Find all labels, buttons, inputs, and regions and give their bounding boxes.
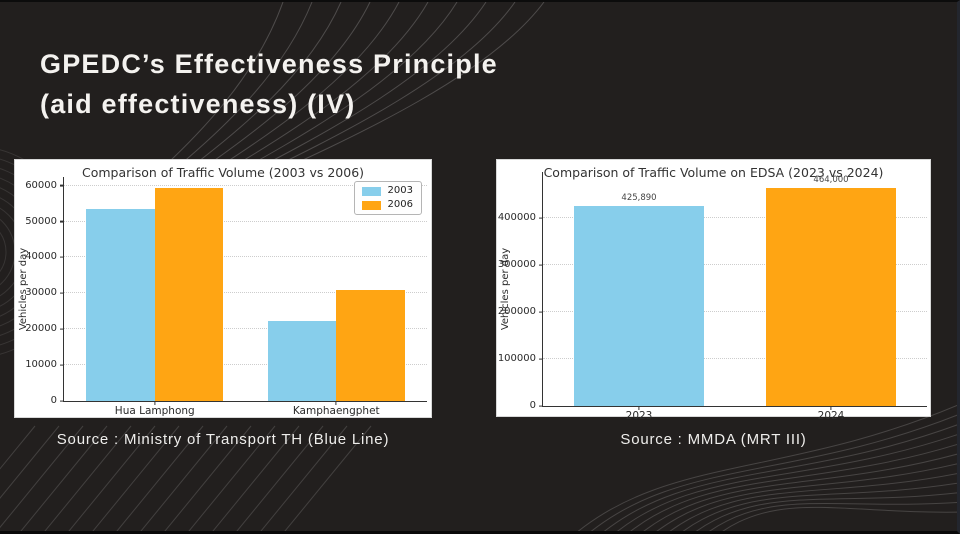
gridline — [64, 328, 427, 330]
x-tick-mark — [154, 401, 156, 405]
bar — [573, 205, 705, 406]
y-tick-label: 400000 — [497, 212, 536, 224]
y-tick-mark — [60, 256, 64, 259]
left-rings-decoration — [0, 218, 16, 286]
x-tick-label: Hua Lamphong — [114, 405, 195, 417]
y-tick-label: 60000 — [25, 179, 57, 191]
y-tick-label: 10000 — [25, 359, 57, 371]
bottom-right-wave-decoration — [696, 492, 957, 531]
y-tick-label: 200000 — [497, 306, 536, 318]
y-tick-label: 100000 — [497, 353, 536, 365]
gridline — [543, 311, 927, 313]
x-tick-label: 2023 — [625, 410, 653, 422]
y-tick-mark — [60, 400, 64, 402]
bottom-right-wave-decoration — [722, 506, 957, 531]
bottom-right-wave-decoration — [656, 463, 957, 531]
gridline — [543, 264, 927, 266]
x-tick-mark — [638, 406, 640, 410]
y-tick-label: 50000 — [25, 215, 57, 227]
legend-swatch — [361, 186, 381, 196]
y-tick-mark — [539, 311, 543, 313]
y-tick-mark — [539, 217, 543, 219]
chart-traffic-volume-edsa-2023-2024: Comparison of Traffic Volume on EDSA (20… — [496, 159, 931, 421]
slide-title-line1: GPEDC’s Effectiveness Principle — [40, 49, 498, 79]
y-tick-mark — [539, 405, 543, 407]
x-tick-label: Kamphaengphet — [292, 405, 380, 417]
chart-title: Comparison of Traffic Volume (2003 vs 20… — [81, 165, 365, 180]
y-tick-label: 0 — [529, 400, 536, 411]
y-tick-mark — [60, 364, 64, 366]
gridline — [543, 358, 927, 360]
bar — [336, 289, 405, 401]
legend-swatch — [361, 200, 381, 210]
y-tick-mark — [60, 220, 64, 223]
y-tick-label: 40000 — [25, 251, 57, 263]
y-tick-label: 0 — [50, 395, 57, 406]
y-tick-label: 20000 — [25, 323, 57, 335]
legend-label: 2006 — [387, 199, 413, 210]
source-left: Source : Ministry of Transport TH (Blue … — [56, 431, 390, 448]
bottom-right-wave-decoration — [630, 443, 957, 531]
slide-title-line2: (aid effectiveness) (IV) — [40, 89, 356, 119]
bottom-right-wave-decoration — [682, 482, 957, 531]
y-tick-mark — [60, 185, 64, 187]
bottom-right-wave-decoration — [577, 404, 957, 531]
gridline — [543, 217, 927, 219]
y-tick-mark — [539, 264, 543, 266]
slide-title: GPEDC’s Effectiveness Principle (aid eff… — [40, 44, 498, 124]
y-tick-mark — [60, 292, 64, 294]
bar — [154, 187, 224, 401]
legend-item: 2003 — [361, 185, 413, 196]
x-tick-label: 2024 — [817, 410, 845, 422]
gridline — [64, 184, 427, 186]
y-tick-mark — [539, 358, 543, 360]
chart-title: Comparison of Traffic Volume on EDSA (20… — [543, 165, 884, 180]
bar — [765, 187, 897, 406]
y-tick-label: 30000 — [25, 287, 57, 299]
y-tick-mark — [60, 328, 64, 330]
bar — [267, 321, 337, 401]
x-tick-mark — [335, 401, 337, 405]
legend-label: 2003 — [387, 185, 413, 196]
left-rings-decoration — [0, 231, 7, 273]
plot-area: 0 100000 200000 300000 400000 425,890 2023 464,… — [498, 172, 927, 421]
x-tick-mark — [830, 406, 832, 410]
source-right: Source : MMDA (MRT III) — [620, 431, 807, 448]
gridline — [64, 256, 427, 258]
bar-value-label: 425,890 — [621, 193, 657, 204]
bottom-right-wave-decoration — [709, 501, 957, 531]
chart-traffic-volume-2003-2006: Comparison of Traffic Volume (2003 vs 20… — [14, 159, 432, 418]
gridline — [64, 220, 427, 222]
gridline — [64, 292, 427, 294]
chart-legend: 2003 2006 — [353, 181, 422, 215]
gridline — [64, 364, 427, 366]
bottom-right-wave-decoration — [669, 473, 957, 531]
y-tick-label: 300000 — [497, 259, 536, 271]
plot-area: 0 10000 20000 30000 40000 50000 60000 Hua Lamph… — [25, 177, 427, 416]
legend-item: 2006 — [361, 199, 413, 210]
bar — [86, 208, 155, 401]
bottom-right-wave-decoration — [643, 453, 957, 531]
bar-value-label: 464,000 — [813, 175, 849, 186]
